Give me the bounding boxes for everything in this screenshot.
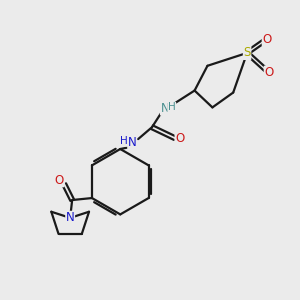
Text: O: O xyxy=(264,66,274,79)
Text: S: S xyxy=(243,46,251,59)
Text: N: N xyxy=(128,136,136,148)
Text: H: H xyxy=(168,102,176,112)
Text: O: O xyxy=(175,132,184,145)
Text: H: H xyxy=(120,136,128,146)
Text: N: N xyxy=(66,212,74,224)
Text: O: O xyxy=(55,174,64,187)
Text: N: N xyxy=(160,102,169,115)
Text: O: O xyxy=(262,32,272,46)
